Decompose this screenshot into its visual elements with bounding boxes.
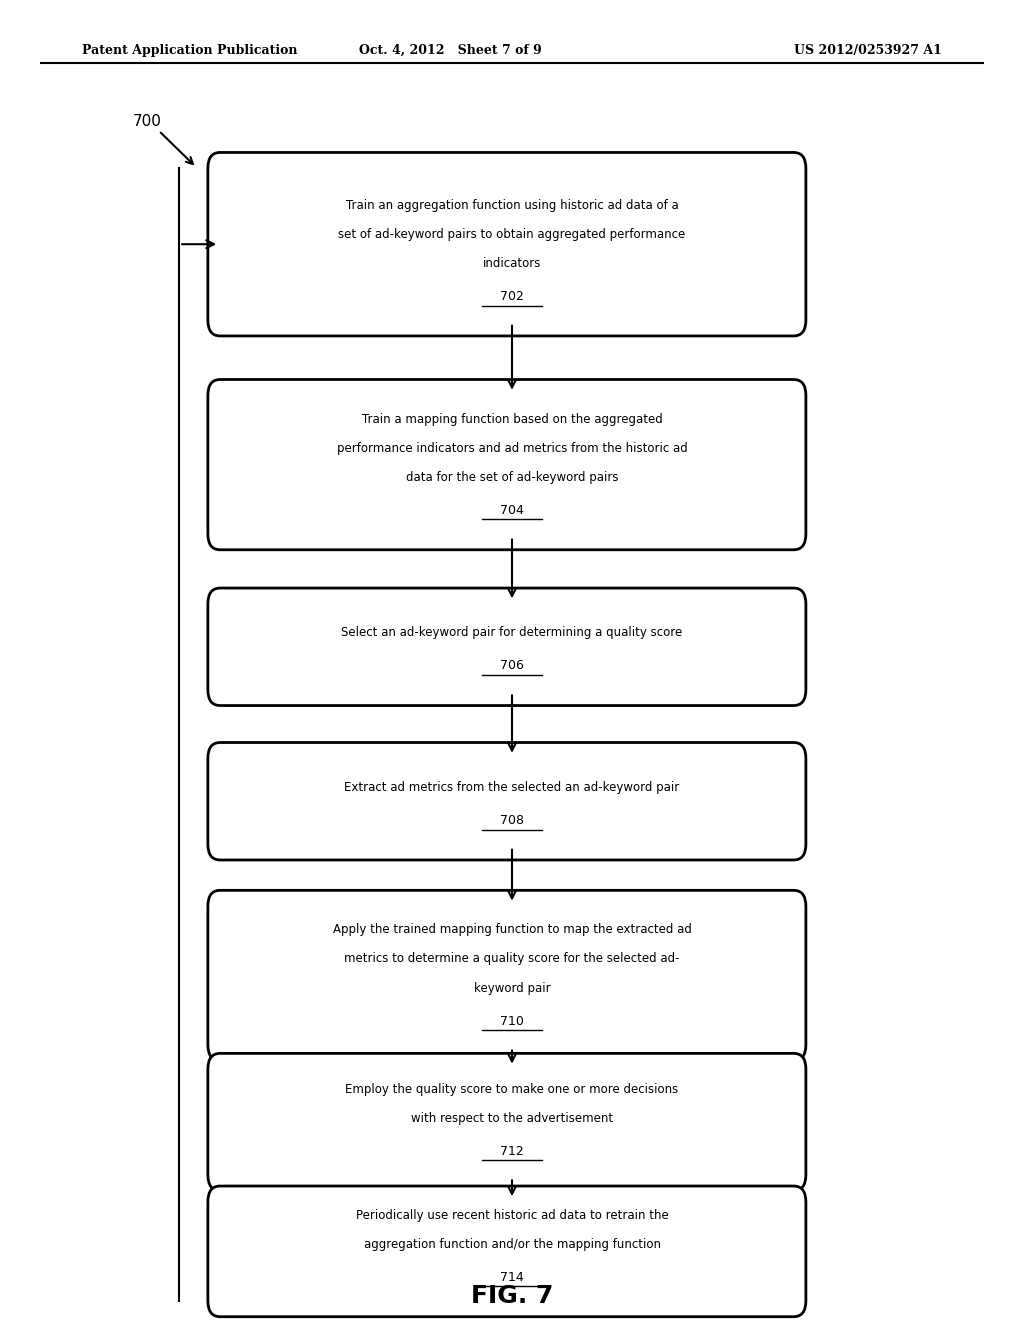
Text: Patent Application Publication: Patent Application Publication xyxy=(82,44,297,57)
Text: 706: 706 xyxy=(500,660,524,672)
Text: 710: 710 xyxy=(500,1015,524,1027)
Text: Select an ad-keyword pair for determining a quality score: Select an ad-keyword pair for determinin… xyxy=(341,627,683,639)
Text: 714: 714 xyxy=(500,1271,524,1283)
Text: metrics to determine a quality score for the selected ad-: metrics to determine a quality score for… xyxy=(344,953,680,965)
Text: 712: 712 xyxy=(500,1144,524,1158)
FancyBboxPatch shape xyxy=(208,589,806,705)
Text: FIG. 7: FIG. 7 xyxy=(471,1284,553,1308)
Text: set of ad-keyword pairs to obtain aggregated performance: set of ad-keyword pairs to obtain aggreg… xyxy=(338,228,686,240)
Text: performance indicators and ad metrics from the historic ad: performance indicators and ad metrics fr… xyxy=(337,442,687,454)
Text: Periodically use recent historic ad data to retrain the: Periodically use recent historic ad data… xyxy=(355,1209,669,1221)
Text: 700: 700 xyxy=(133,114,162,129)
Text: Oct. 4, 2012   Sheet 7 of 9: Oct. 4, 2012 Sheet 7 of 9 xyxy=(359,44,542,57)
Text: Apply the trained mapping function to map the extracted ad: Apply the trained mapping function to ma… xyxy=(333,924,691,936)
FancyBboxPatch shape xyxy=(208,1185,806,1317)
Text: Train an aggregation function using historic ad data of a: Train an aggregation function using hist… xyxy=(346,199,678,211)
Text: US 2012/0253927 A1: US 2012/0253927 A1 xyxy=(795,44,942,57)
Text: 704: 704 xyxy=(500,504,524,516)
Text: Employ the quality score to make one or more decisions: Employ the quality score to make one or … xyxy=(345,1082,679,1096)
Text: aggregation function and/or the mapping function: aggregation function and/or the mapping … xyxy=(364,1238,660,1250)
Text: 708: 708 xyxy=(500,814,524,826)
Text: keyword pair: keyword pair xyxy=(474,982,550,994)
Text: Extract ad metrics from the selected an ad-keyword pair: Extract ad metrics from the selected an … xyxy=(344,781,680,793)
Text: 702: 702 xyxy=(500,290,524,302)
FancyBboxPatch shape xyxy=(208,153,806,337)
FancyBboxPatch shape xyxy=(208,380,806,549)
Text: data for the set of ad-keyword pairs: data for the set of ad-keyword pairs xyxy=(406,471,618,483)
FancyBboxPatch shape xyxy=(208,890,806,1061)
Text: indicators: indicators xyxy=(482,257,542,269)
FancyBboxPatch shape xyxy=(208,742,806,861)
Text: with respect to the advertisement: with respect to the advertisement xyxy=(411,1111,613,1125)
Text: Train a mapping function based on the aggregated: Train a mapping function based on the ag… xyxy=(361,413,663,425)
FancyBboxPatch shape xyxy=(208,1053,806,1191)
